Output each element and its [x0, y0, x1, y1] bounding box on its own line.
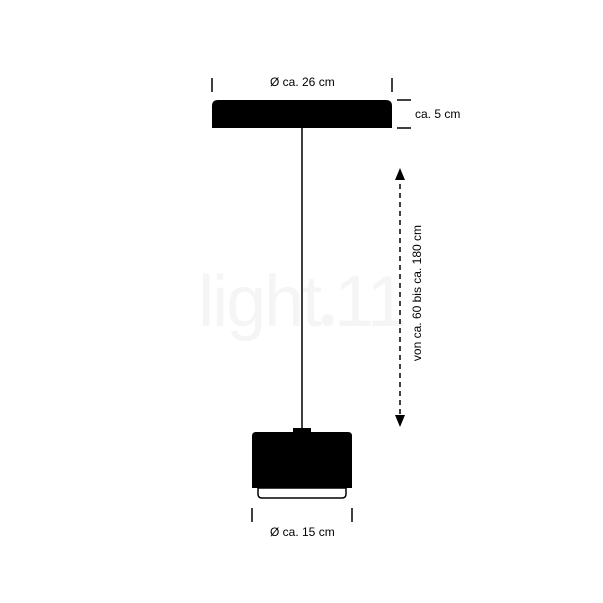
shade-diameter-label: Ø ca. 15 cm	[270, 525, 335, 539]
canopy-shape	[212, 100, 392, 128]
canopy-height-label: ca. 5 cm	[415, 107, 460, 121]
shade-diffuser	[258, 488, 346, 498]
cable-length-label: von ca. 60 bis ca. 180 cm	[410, 225, 424, 361]
shade-connector	[293, 428, 311, 432]
arrow-bottom	[395, 415, 405, 427]
shade-body	[252, 432, 352, 488]
canopy-diameter-label: Ø ca. 26 cm	[270, 75, 335, 89]
arrow-top	[395, 168, 405, 180]
diagram-container: light11 Ø ca. 26 cm ca.	[0, 0, 603, 603]
lamp-svg	[0, 0, 603, 603]
